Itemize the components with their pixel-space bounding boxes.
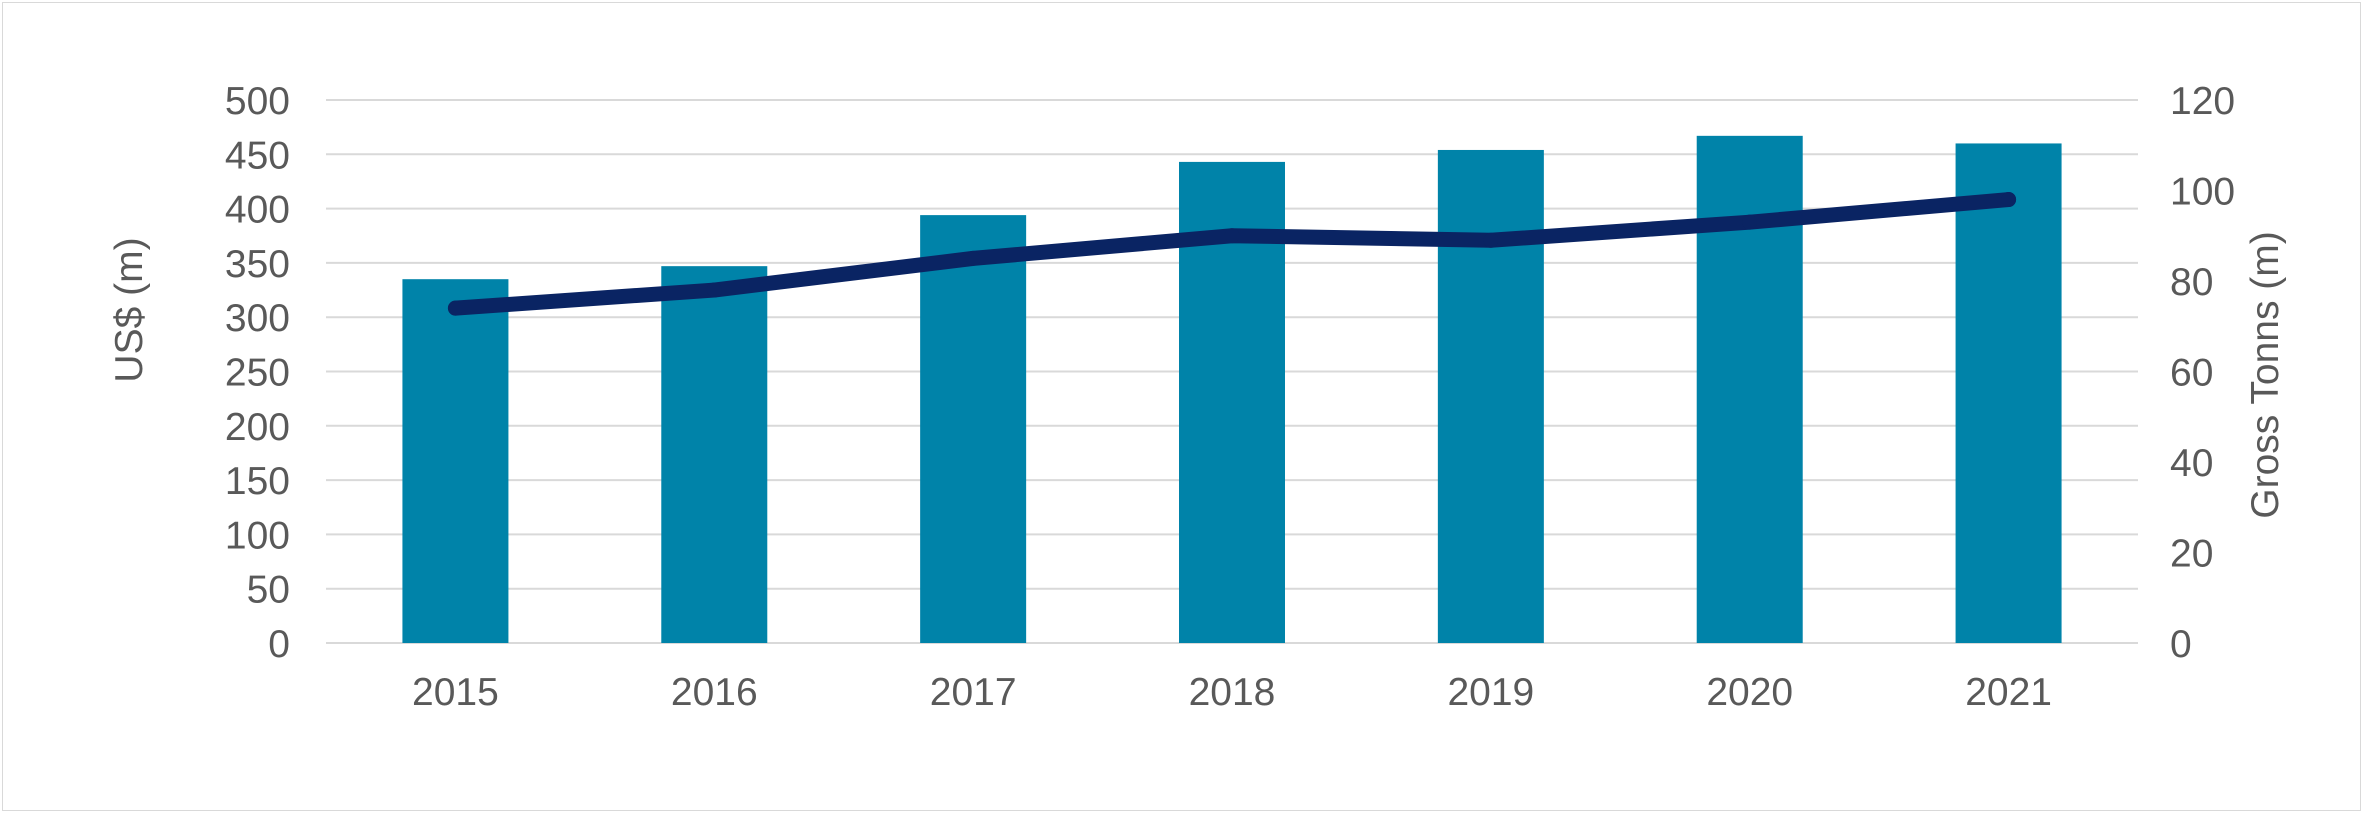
left-tick-label: 400: [225, 189, 290, 232]
right-tick-label: 100: [2170, 171, 2235, 214]
right-tick-label: 60: [2170, 352, 2213, 395]
bar: [1955, 143, 2062, 643]
line-point: [1483, 232, 1499, 248]
line-point: [1224, 228, 1240, 244]
right-axis-title: Gross Tonns (m): [2244, 231, 2287, 519]
bar: [920, 215, 1027, 643]
right-tick-label: 80: [2170, 261, 2213, 304]
left-axis-ticks: 0 50 100 150 200 250 300 350 400 450 500: [225, 80, 290, 666]
line-point: [706, 282, 722, 298]
x-tick-label: 2019: [1447, 671, 1534, 714]
left-tick-label: 50: [247, 569, 290, 612]
bar: [402, 279, 509, 643]
line-point: [447, 300, 463, 316]
left-tick-label: 350: [225, 243, 290, 286]
line-point: [2001, 192, 2017, 208]
x-tick-label: 2018: [1189, 671, 1276, 714]
x-tick-label: 2020: [1706, 671, 1793, 714]
right-axis-ticks: 0 20 40 60 80 100 120: [2170, 80, 2235, 666]
left-tick-label: 450: [225, 134, 290, 177]
left-tick-label: 200: [225, 406, 290, 449]
line-point: [965, 250, 981, 266]
x-tick-label: 2017: [930, 671, 1017, 714]
right-tick-label: 40: [2170, 442, 2213, 485]
x-tick-label: 2016: [671, 671, 758, 714]
left-tick-label: 250: [225, 352, 290, 395]
x-axis-ticks: 2015 2016 2017 2018 2019 2020 2021: [412, 671, 2052, 714]
bar: [1437, 149, 1544, 643]
x-tick-label: 2015: [412, 671, 499, 714]
left-axis-title: US$ (m): [108, 237, 151, 382]
right-tick-label: 120: [2170, 80, 2235, 123]
x-tick-label: 2021: [1965, 671, 2052, 714]
left-tick-label: 0: [268, 623, 290, 666]
left-tick-label: 100: [225, 514, 290, 557]
line-series: [447, 192, 2017, 316]
left-tick-label: 150: [225, 460, 290, 503]
right-tick-label: 20: [2170, 533, 2213, 576]
left-tick-label: 500: [225, 80, 290, 123]
line-point: [1742, 214, 1758, 230]
right-tick-label: 0: [2170, 623, 2192, 666]
left-tick-label: 300: [225, 297, 290, 340]
bar: [661, 266, 768, 643]
